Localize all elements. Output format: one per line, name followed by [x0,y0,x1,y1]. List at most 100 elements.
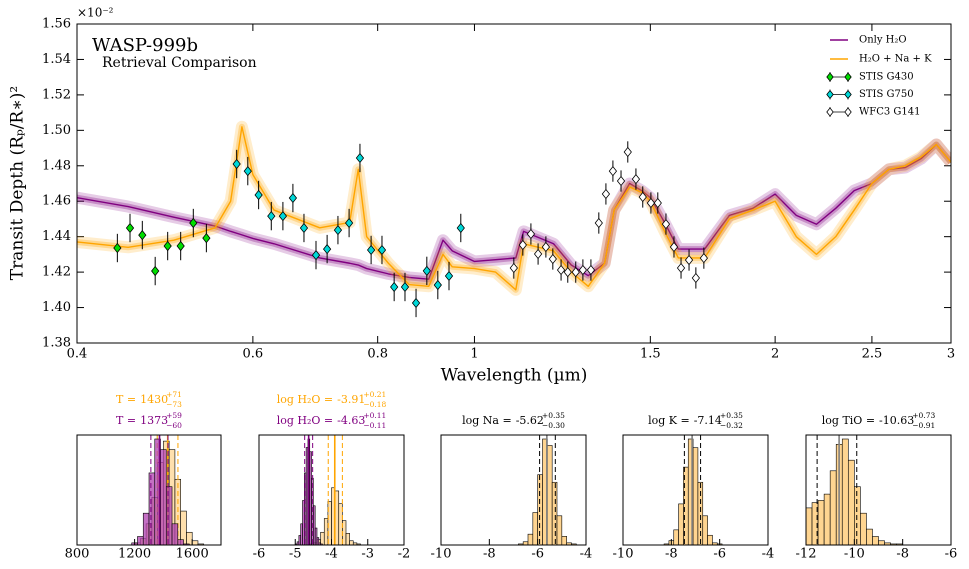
x-tick-label: 1600 [176,547,209,562]
panel-title-median: -4.63 [337,414,365,427]
histogram-bar [320,543,323,545]
data-point [254,189,263,201]
histogram-bar [707,534,713,545]
data-point [444,270,454,282]
data-point [163,240,172,252]
x-tick-label: 1 [470,347,478,362]
panel-title-label: log TiO = [822,414,875,427]
histogram-bar [817,500,825,545]
y-tick-label: 1.54 [42,52,71,67]
histogram-bar [345,533,350,545]
panel-title-label: T = [116,414,136,427]
data-point [344,217,354,229]
panel-title-lower-error: −0.11 [363,421,386,430]
data-point [541,241,550,253]
data-point [400,281,410,293]
x-tick-label: 2.5 [862,347,883,362]
panel-title-median: -10.63 [879,414,914,427]
histogram-bar [349,540,354,545]
x-tick-label: 0.8 [367,347,388,362]
histogram-area [806,435,903,545]
histogram-bar [547,445,553,545]
histogram-bar [186,531,193,545]
histogram-area [518,435,577,545]
panel-title: T = 1373 [116,414,168,427]
histogram-bar [806,507,813,545]
y-tick-label: 1.46 [42,194,71,209]
data-point [288,192,298,204]
panel-title-median: -3.91 [337,393,365,406]
legend-swatch [844,107,852,117]
data-point [151,265,160,277]
histogram-bar [313,505,316,545]
panel-title-upper-error: +59 [166,411,182,420]
panel-title-upper-error: +0.21 [363,390,386,399]
histogram-bar [160,449,167,545]
histogram-bar [872,536,879,545]
histogram-bar [571,543,577,545]
y-tick-label: 1.42 [42,265,71,280]
legend-swatch [826,89,834,100]
x-tick-label: 1200 [118,547,151,562]
panel-frame [805,434,952,546]
histogram-bar [551,481,558,545]
data-point [125,222,135,234]
data-point [676,262,686,274]
data-point [176,240,185,252]
histogram-bar [561,536,567,545]
histogram-bar [338,503,343,545]
y-tick-label: 1.48 [42,158,71,173]
histogram-bar [165,486,173,545]
panel-title-median: -7.14 [694,414,722,427]
legend-swatch [844,89,852,100]
panel-title-lower-error: −0.30 [542,421,565,430]
data-point [243,165,252,177]
y-tick-label: 1.40 [42,300,71,315]
histogram-area [131,435,205,545]
x-tick-label: -8 [665,547,678,562]
data-point [623,146,632,158]
plot-area [77,120,951,318]
data-point [571,266,580,278]
data-point [267,210,276,222]
x-tick-label: -10 [613,547,634,562]
x-tick-label: 0.6 [243,347,264,362]
legend-label: Only H₂O [859,35,907,46]
histogram-bar [334,490,340,545]
legend-label: WFC3 G141 [859,107,920,118]
data-point [299,222,309,234]
panel-title-upper-error: +0.35 [542,411,565,420]
data-point [232,158,241,170]
data-point [646,197,656,209]
x-tick-label: -10 [431,547,452,562]
data-point [189,217,198,229]
data-point [684,254,694,266]
data-point [411,297,421,309]
histogram-bar [177,539,184,545]
panel-title: log Na = -5.62 [462,414,544,427]
x-axis-label: Wavelength (µm) [441,366,588,386]
panel-title-upper-error: +0.73 [912,411,935,420]
data-point [638,191,647,203]
legend-swatch [844,72,852,82]
data-point [355,152,365,164]
x-tick-label: -6 [253,547,266,562]
x-tick-label: -10 [844,547,865,562]
data-point [563,266,572,278]
data-point [578,264,588,276]
x-tick-label: -4 [580,547,593,562]
y-tick-label: 1.38 [42,336,71,351]
x-tick-label: -8 [896,547,909,562]
data-point [278,210,288,222]
histogram-bar [197,543,205,545]
histogram-bar [860,512,867,545]
x-tick-label: -2 [398,547,411,562]
x-tick-label: 3 [947,347,955,362]
data-point [533,248,543,260]
x-tick-label: -8 [483,547,496,562]
histogram-bar [316,537,320,545]
legend-swatch [826,72,834,82]
legend-label: STIS G430 [859,72,914,83]
